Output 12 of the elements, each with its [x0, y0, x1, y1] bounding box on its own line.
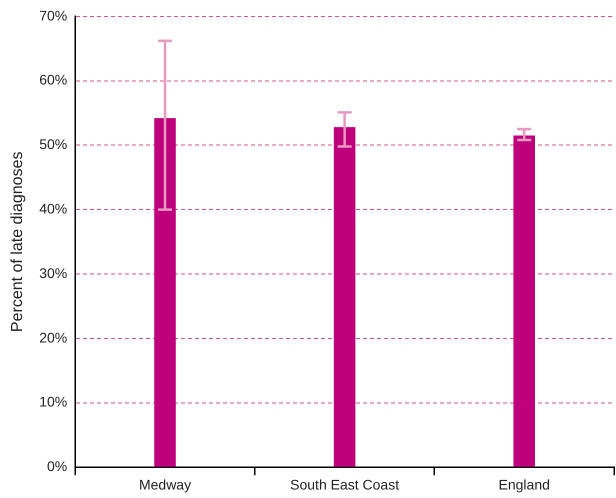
y-tick-label: 10% — [39, 394, 68, 410]
y-tick-label: 20% — [39, 329, 68, 346]
y-tick-label: 60% — [39, 72, 68, 88]
x-tick-label: South East Coast — [290, 476, 400, 492]
y-tick-label: 40% — [39, 200, 68, 216]
y-axis-title: Percent of late diagnoses — [9, 152, 26, 332]
y-tick-label: 70% — [39, 7, 68, 24]
y-tick-label: 30% — [39, 264, 68, 281]
y-tick-label: 0% — [46, 458, 68, 474]
x-tick-label: Medway — [138, 476, 192, 492]
x-tick-label: England — [498, 476, 550, 492]
y-tick-label: 50% — [39, 136, 68, 152]
